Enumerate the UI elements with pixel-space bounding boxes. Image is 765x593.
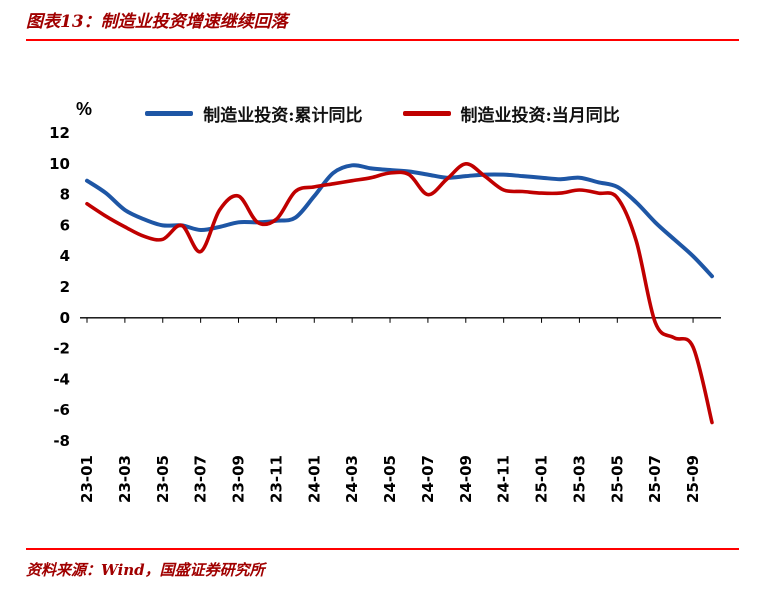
figure-footer: 资料来源：Wind，国盛证券研究所 bbox=[26, 548, 739, 580]
figure-title: 图表13：制造业投资增速继续回落 bbox=[26, 12, 288, 32]
y-axis-unit-label: % bbox=[76, 99, 93, 119]
svg-text:-2: -2 bbox=[53, 340, 70, 358]
legend-label-cumulative: 制造业投资:累计同比 bbox=[203, 105, 363, 126]
source-text: 资料来源：Wind，国盛证券研究所 bbox=[26, 561, 265, 579]
legend-swatch-cumulative-line bbox=[145, 110, 194, 116]
chart-area: 12 10 8 6 4 2 0 -2 -4 -6 -8 23-01 23-03 23-05 23-07 23-… bbox=[26, 124, 739, 532]
svg-text:23-05: 23-05 bbox=[154, 455, 172, 503]
legend-item-monthly: 制造业投资:当月同比 bbox=[402, 101, 620, 126]
svg-text:25-03: 25-03 bbox=[570, 455, 588, 503]
svg-text:25-07: 25-07 bbox=[646, 455, 664, 503]
svg-text:12: 12 bbox=[49, 127, 70, 142]
svg-text:-6: -6 bbox=[53, 401, 70, 419]
svg-text:10: 10 bbox=[49, 155, 70, 173]
svg-text:24-07: 24-07 bbox=[419, 455, 437, 503]
svg-text:24-09: 24-09 bbox=[457, 455, 475, 503]
svg-text:24-11: 24-11 bbox=[495, 455, 513, 503]
chart-header: % 制造业投资:累计同比 制造业投资:当月同比 bbox=[26, 99, 739, 127]
svg-text:-8: -8 bbox=[53, 432, 70, 450]
svg-text:23-07: 23-07 bbox=[192, 455, 210, 503]
svg-text:23-03: 23-03 bbox=[116, 455, 134, 503]
svg-text:4: 4 bbox=[60, 247, 70, 265]
svg-text:25-05: 25-05 bbox=[608, 455, 626, 503]
svg-text:24-05: 24-05 bbox=[381, 455, 399, 503]
line-chart: 12 10 8 6 4 2 0 -2 -4 -6 -8 23-01 23-03 23-05 23-07 23-… bbox=[49, 124, 721, 503]
svg-text:23-09: 23-09 bbox=[230, 455, 248, 503]
svg-text:8: 8 bbox=[60, 186, 70, 204]
svg-text:-4: -4 bbox=[53, 370, 70, 388]
svg-text:25-01: 25-01 bbox=[533, 455, 551, 503]
source-divider bbox=[26, 548, 739, 550]
svg-text:23-01: 23-01 bbox=[78, 455, 96, 503]
legend-label-monthly: 制造业投资:当月同比 bbox=[460, 105, 620, 126]
svg-text:24-03: 24-03 bbox=[343, 455, 361, 503]
svg-text:2: 2 bbox=[60, 278, 70, 296]
svg-text:24-01: 24-01 bbox=[305, 455, 323, 503]
legend-swatch-monthly-line bbox=[402, 110, 451, 116]
svg-text:0: 0 bbox=[60, 309, 70, 327]
svg-text:25-09: 25-09 bbox=[684, 455, 702, 503]
chart-legend: 制造业投资:累计同比 制造业投资:当月同比 bbox=[26, 99, 739, 127]
svg-text:23-11: 23-11 bbox=[267, 455, 285, 503]
title-divider bbox=[26, 39, 739, 41]
svg-text:6: 6 bbox=[60, 216, 70, 234]
legend-item-cumulative: 制造业投资:累计同比 bbox=[145, 101, 363, 126]
